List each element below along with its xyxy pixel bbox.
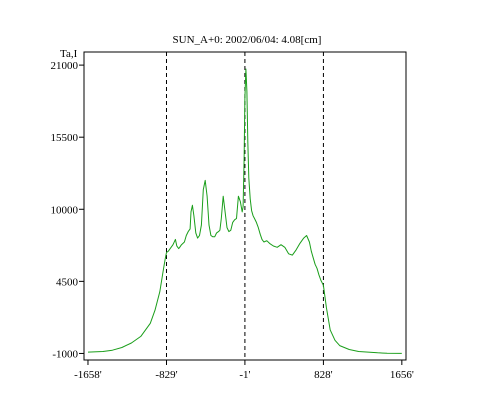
- y-tick-label-0: -1000: [52, 348, 78, 360]
- y-tick-label-2: 10000: [51, 204, 79, 216]
- x-tick-label-3: 828': [314, 369, 333, 381]
- y-tick-label-4: 21000: [51, 60, 79, 72]
- axis-ticks: -1658' -829' -1' 828' 1656' -1000 4500 10000 155…: [51, 60, 414, 381]
- chart-title: SUN_A+0: 2002/06/04: 4.08[cm]: [173, 34, 322, 46]
- y-tick-label-1: 4500: [56, 276, 79, 288]
- y-tick-label-3: 15500: [51, 132, 79, 144]
- x-tick-label-4: 1656': [390, 369, 414, 381]
- series-layer: [87, 68, 402, 354]
- x-tick-label-1: -829': [155, 369, 177, 381]
- x-tick-label-0: -1658': [74, 369, 102, 381]
- series-line-0: [87, 68, 402, 354]
- x-tick-label-2: -1': [239, 369, 250, 381]
- y-axis-label: Ta,I: [60, 48, 78, 60]
